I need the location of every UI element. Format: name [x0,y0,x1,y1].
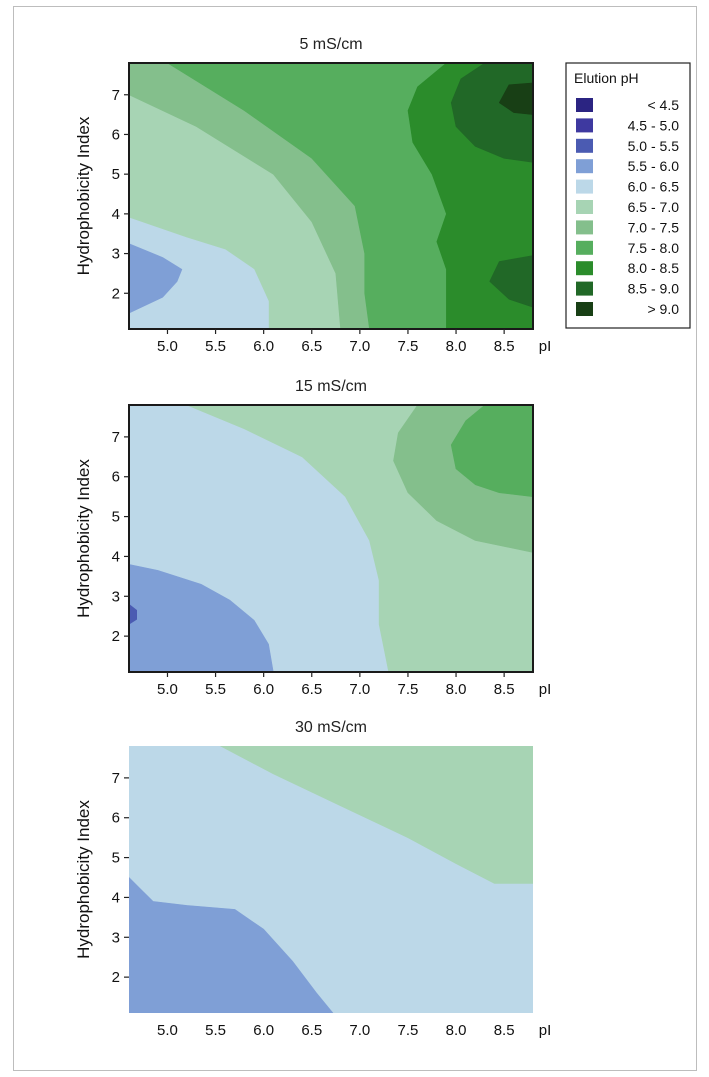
x-tick-label: 6.5 [301,338,322,355]
y-tick-label: 2 [112,628,120,645]
panel-title: 15 mS/cm [295,378,367,395]
y-axis-label: Hydrophobicity Index [74,800,93,959]
x-axis-label: pI [539,681,552,698]
x-tick-label: 6.0 [253,1022,274,1039]
y-tick-label: 4 [112,548,120,565]
legend-swatch [576,220,593,234]
y-tick-label: 2 [112,285,120,302]
y-tick-label: 5 [112,850,120,867]
legend-swatch [576,261,593,275]
x-tick-label: 5.5 [205,1022,226,1039]
x-tick-label: 7.0 [349,1022,370,1039]
x-tick-label: 5.0 [157,681,178,698]
y-tick-label: 3 [112,588,120,605]
legend-swatch [576,118,593,132]
y-tick-label: 4 [112,889,120,906]
x-tick-label: 8.0 [446,681,467,698]
x-tick-label: 5.0 [157,338,178,355]
y-axis-label: Hydrophobicity Index [74,116,93,275]
x-tick-label: 5.5 [205,338,226,355]
legend-label: 7.0 - 7.5 [628,219,680,235]
contour-panel-2: 15 mS/cm 5.0 5.5 6.0 6.5 7.0 7.5 8.0 8.5 pI 2 3 4 5 6 7… [74,378,551,698]
legend-label: 7.5 - 8.0 [628,240,680,256]
legend-label: 6.5 - 7.0 [628,199,680,215]
legend-label: < 4.5 [647,97,679,113]
y-tick-label: 2 [112,969,120,986]
x-tick-label: 7.0 [349,338,370,355]
y-tick-label: 7 [112,87,120,104]
legend-label: 8.5 - 9.0 [628,281,680,297]
legend-swatch [576,180,593,194]
legend-label: 6.0 - 6.5 [628,179,680,195]
x-tick-label: 7.5 [398,338,419,355]
x-tick-label: 6.0 [253,338,274,355]
legend-title: Elution pH [574,70,639,86]
y-tick-label: 6 [112,810,120,827]
x-tick-label: 5.0 [157,1022,178,1039]
x-tick-label: 7.5 [398,1022,419,1039]
legend-swatch [576,282,593,296]
y-tick-label: 5 [112,509,120,526]
x-tick-label: 7.5 [398,681,419,698]
legend-swatch [576,159,593,173]
x-tick-label: 7.0 [349,681,370,698]
x-tick-label: 8.0 [446,338,467,355]
chart-svg: 5 mS/cm 5.0 5.5 6.0 6.5 7.0 7.5 8.0 8.5 pI 2 3 4 5 6 7 H… [14,7,698,1072]
x-tick-label: 8.5 [494,338,515,355]
y-tick-label: 3 [112,929,120,946]
legend-swatch [576,139,593,153]
x-tick-label: 6.0 [253,681,274,698]
y-tick-label: 3 [112,246,120,263]
contour-panel-3: 30 mS/cm 5.0 5.5 6.0 6.5 7.0 7.5 8.0 8.5 pI 2 3 4 5 6 7… [74,719,551,1039]
legend-label: 5.5 - 6.0 [628,158,680,174]
y-tick-label: 7 [112,770,120,787]
x-tick-label: 6.5 [301,681,322,698]
legend: Elution pH < 4.5 4.5 - 5.0 5.0 - 5.5 5.5 - 6… [566,63,690,328]
x-tick-label: 8.5 [494,681,515,698]
legend-swatch [576,200,593,214]
legend-swatch [576,241,593,255]
y-tick-label: 6 [112,469,120,486]
x-axis-label: pI [539,338,552,355]
contour-panel-1: 5 mS/cm 5.0 5.5 6.0 6.5 7.0 7.5 8.0 8.5 pI 2 3 4 5 6 7 H… [74,36,551,355]
legend-label: 8.0 - 8.5 [628,260,680,276]
legend-label: 5.0 - 5.5 [628,138,680,154]
legend-label: > 9.0 [647,301,679,317]
x-tick-label: 6.5 [301,1022,322,1039]
y-tick-label: 5 [112,166,120,183]
x-axis-label: pI [539,1022,552,1039]
y-tick-label: 6 [112,126,120,143]
legend-label: 4.5 - 5.0 [628,117,680,133]
legend-swatch [576,98,593,112]
x-tick-label: 8.5 [494,1022,515,1039]
x-tick-label: 5.5 [205,681,226,698]
panel-title: 30 mS/cm [295,719,367,736]
y-tick-label: 4 [112,206,120,223]
x-tick-label: 8.0 [446,1022,467,1039]
y-axis-label: Hydrophobicity Index [74,459,93,618]
figure: 5 mS/cm 5.0 5.5 6.0 6.5 7.0 7.5 8.0 8.5 pI 2 3 4 5 6 7 H… [13,6,697,1071]
legend-swatch [576,302,593,316]
y-tick-label: 7 [112,429,120,446]
panel-title: 5 mS/cm [299,36,362,53]
